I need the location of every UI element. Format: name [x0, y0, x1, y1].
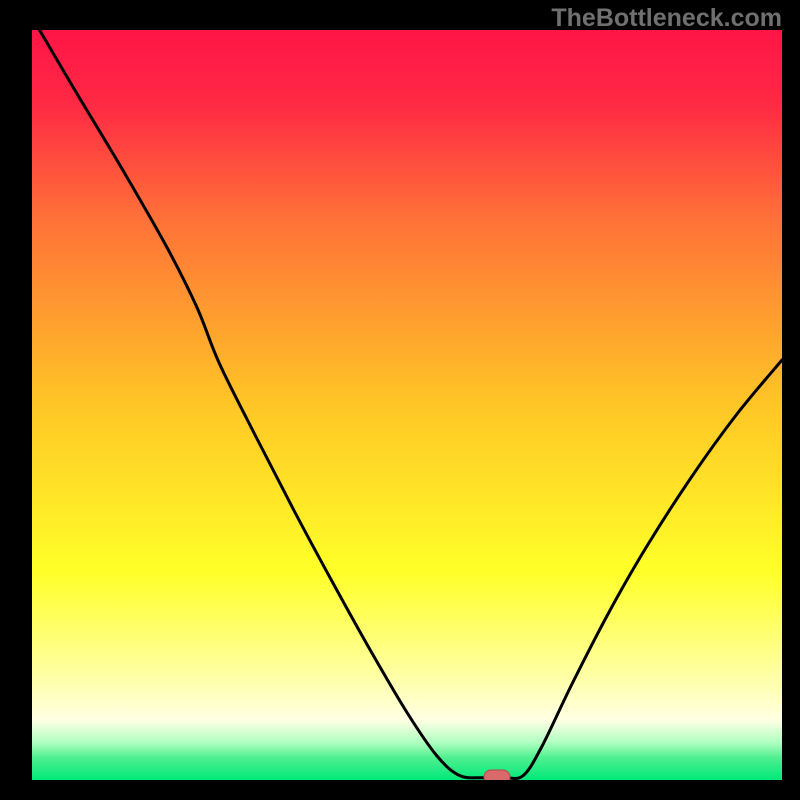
gradient-background: [32, 30, 782, 780]
watermark-text: TheBottleneck.com: [551, 4, 782, 33]
plot-svg: [32, 30, 782, 780]
chart-container: TheBottleneck.com: [0, 0, 800, 800]
optimal-marker: [484, 770, 510, 780]
plot-area: [32, 30, 782, 780]
